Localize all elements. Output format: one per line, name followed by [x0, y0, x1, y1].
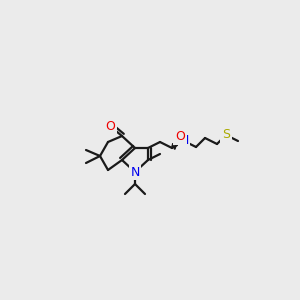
- Text: O: O: [175, 130, 185, 143]
- Text: H: H: [173, 131, 181, 141]
- Text: N: N: [130, 166, 140, 178]
- Text: N: N: [179, 134, 189, 148]
- Text: S: S: [222, 128, 230, 142]
- Text: O: O: [105, 119, 115, 133]
